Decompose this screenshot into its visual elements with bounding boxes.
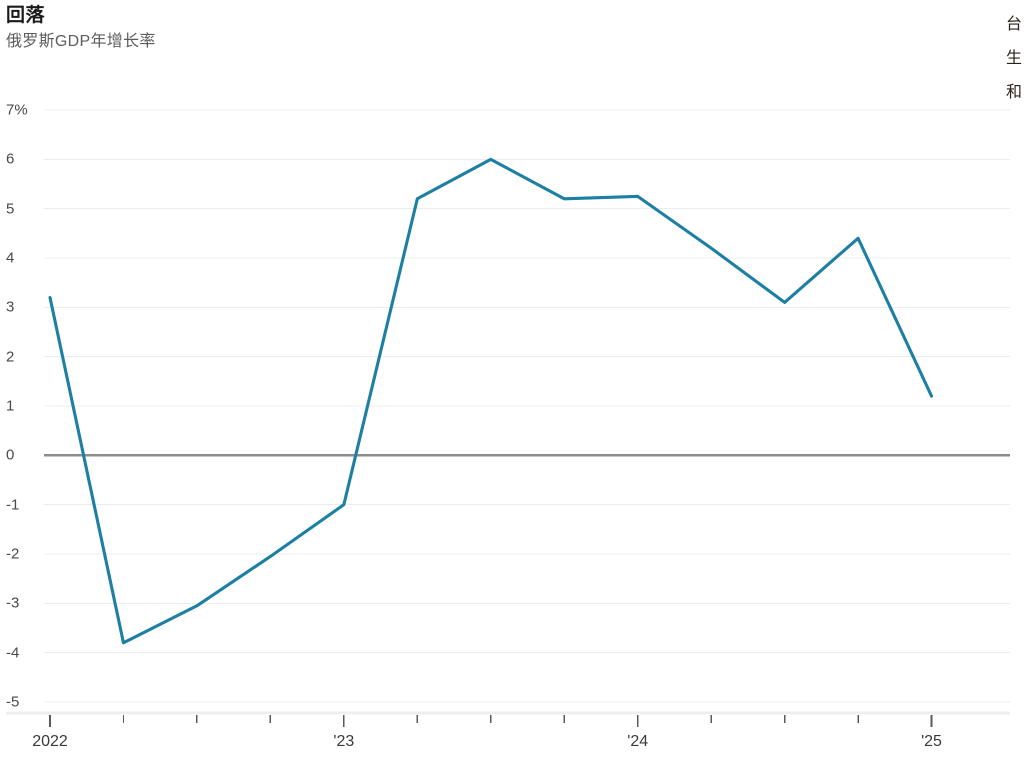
y-axis-tick-label: 3 [6, 298, 15, 316]
y-axis-tick-label: 6 [6, 150, 15, 168]
clipped-side-line-3: 和 [1006, 84, 1023, 101]
chart-header: 回落 俄罗斯GDP年增长率 [6, 4, 156, 53]
x-axis-labels: 2022 '23 '24 '25 [0, 86, 1024, 762]
x-axis-tick-label: '24 [627, 733, 649, 750]
y-axis-tick-label: 0 [6, 446, 15, 464]
y-axis-tick-label: -3 [6, 594, 20, 612]
line-chart: 7% 6 5 4 3 2 1 0 -1 -2 -3 -4 -5 2022 '23 '24 '25 [0, 86, 1024, 762]
y-axis-tick-label: 7% [6, 101, 28, 119]
y-axis-tick-label: 4 [6, 249, 15, 267]
y-axis-tick-label: 1 [6, 397, 15, 415]
y-axis-tick-label: -4 [6, 644, 20, 662]
page-subtitle: 俄罗斯GDP年增长率 [6, 32, 156, 50]
x-axis-ticks [49, 715, 933, 727]
y-axis-tick-label: -5 [6, 693, 20, 711]
data-series [48, 157, 934, 645]
chart-plot-area [0, 86, 1024, 762]
y-axis-tick-label: 2 [6, 348, 15, 366]
page-title: 回落 [6, 5, 46, 26]
clipped-side-line-1: 台 [1006, 16, 1023, 33]
clipped-side-line-2: 生 [1006, 50, 1023, 67]
series-line-0 [48, 157, 934, 645]
y-axis-labels: 7% 6 5 4 3 2 1 0 -1 -2 -3 -4 -5 [0, 86, 46, 762]
x-axis-tick-label: '23 [333, 733, 355, 750]
y-axis-tick-label: -1 [6, 496, 20, 514]
gridlines [44, 109, 1010, 703]
y-axis-tick-label: 5 [6, 200, 15, 218]
chart-svg [6, 109, 1010, 727]
clipped-side-text: 台 生 和 [1006, 8, 1024, 110]
x-axis-tick-label: 2022 [32, 733, 68, 750]
x-axis-tick-label: '25 [921, 733, 942, 750]
y-axis-tick-label: -2 [6, 545, 20, 563]
